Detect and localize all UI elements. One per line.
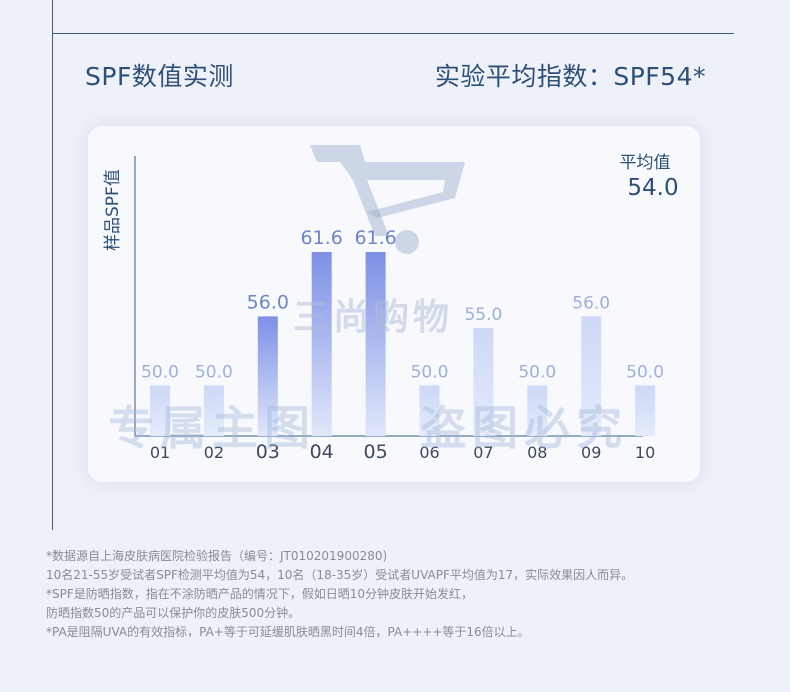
footnote-line: *SPF是防晒指数，指在不涂防晒产品的情况下，假如日晒10分钟皮肤开始发红， <box>46 587 474 601</box>
footnote-line: 10名21-55岁受试者SPF检测平均值为54，10名（18-35岁）受试者UV… <box>46 568 634 582</box>
bar-09 <box>581 316 602 436</box>
bar-04 <box>311 252 332 436</box>
cart-logo-watermark-icon <box>310 145 465 254</box>
average-value: 54.0 <box>627 175 678 201</box>
data-label-09: 56.0 <box>572 293 610 313</box>
bar-05 <box>365 252 386 436</box>
bar-02 <box>203 385 224 436</box>
watermark-right: 盗图必究 <box>420 401 628 455</box>
chart-card: 样品SPF值 平均值 54.0 50.0 01 50.0 02 56.0 03 61.6 04 61.… <box>88 126 700 482</box>
x-tick-label-04: 04 <box>310 441 334 463</box>
data-label-04: 61.6 <box>301 227 343 249</box>
bar-07 <box>473 327 494 436</box>
bar-10 <box>635 385 656 436</box>
x-tick-label-09: 09 <box>581 443 601 462</box>
footnote-line: *数据源自上海皮肤病医院检验报告（编号：JT010201900280) <box>46 549 388 563</box>
x-tick-label-06: 06 <box>419 443 439 462</box>
data-label-02: 50.0 <box>195 362 233 382</box>
bar-03 <box>257 316 278 436</box>
y-axis-label: 样品SPF值 <box>103 169 123 251</box>
footnote-line: 防晒指数50的产品可以保护你的皮肤500分钟。 <box>46 606 301 620</box>
frame-vertical-line <box>52 0 53 530</box>
x-tick-label-01: 01 <box>150 443 170 462</box>
x-tick-label-07: 07 <box>473 443 493 462</box>
footnote-line: *PA是阻隔UVA的有效指标，PA+等于可延缓肌肤晒黑时间4倍，PA++++等于… <box>46 625 530 639</box>
x-tick-label-10: 10 <box>635 443 655 462</box>
footnotes: *数据源自上海皮肤病医院检验报告（编号：JT010201900280) 10名2… <box>46 547 746 642</box>
data-label-03: 56.0 <box>247 291 289 313</box>
bar-01 <box>150 385 170 436</box>
average-index-title: 实验平均指数：SPF54* <box>434 62 706 91</box>
section-title: SPF数值实测 <box>85 62 234 91</box>
x-tick-label-02: 02 <box>204 443 224 462</box>
data-label-08: 50.0 <box>518 362 556 382</box>
data-label-06: 50.0 <box>411 362 449 382</box>
data-label-10: 50.0 <box>626 362 664 382</box>
data-label-07: 55.0 <box>464 305 502 325</box>
x-tick-label-03: 03 <box>256 441 280 463</box>
bar-06 <box>419 385 440 436</box>
x-tick-label-05: 05 <box>364 441 388 463</box>
frame-horizontal-line <box>52 33 734 34</box>
watermark-left: 专属主图 <box>108 401 316 455</box>
watermark-center: 三尚购物 <box>293 297 454 338</box>
data-label-01: 50.0 <box>141 362 179 382</box>
bar-08 <box>527 385 548 436</box>
average-label: 平均值 <box>620 153 671 173</box>
x-tick-label-08: 08 <box>527 443 547 462</box>
data-label-05: 61.6 <box>354 227 396 249</box>
